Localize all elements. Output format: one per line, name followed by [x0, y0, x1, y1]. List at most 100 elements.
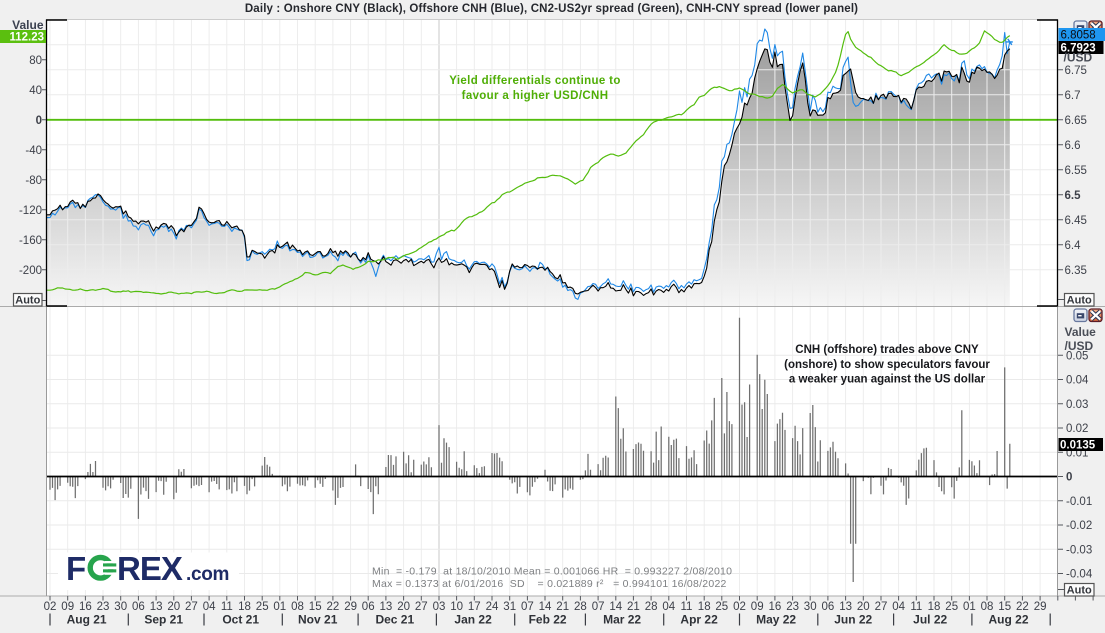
svg-text:02: 02 — [733, 601, 746, 613]
svg-text:0: 0 — [1066, 472, 1072, 484]
svg-text:Value: Value — [12, 18, 44, 32]
svg-text:-120: -120 — [19, 205, 42, 217]
svg-text:favour a higher USD/CNH: favour a higher USD/CNH — [462, 90, 609, 102]
svg-text:6.75: 6.75 — [1065, 65, 1087, 77]
svg-text:27: 27 — [415, 601, 428, 613]
svg-text:Dec 21: Dec 21 — [375, 613, 414, 627]
svg-text:07: 07 — [521, 601, 534, 613]
svg-text:Min = -0.179 at 18/10/2010 M: Min = -0.179 at 18/10/2010 Mean = 0.0010… — [372, 566, 732, 578]
svg-text:Yield differentials continue t: Yield differentials continue to — [449, 75, 620, 87]
svg-text:Jul 22: Jul 22 — [913, 613, 947, 627]
svg-text:24: 24 — [486, 601, 499, 613]
svg-text:31: 31 — [503, 601, 516, 613]
svg-text:Auto: Auto — [1067, 585, 1092, 597]
svg-text:6.65: 6.65 — [1065, 115, 1087, 127]
svg-text:a weaker yuan against the US d: a weaker yuan against the US dollar — [789, 374, 986, 386]
svg-text:40: 40 — [29, 85, 42, 97]
svg-text:27: 27 — [185, 601, 198, 613]
svg-text:-0.01: -0.01 — [1066, 496, 1092, 508]
svg-text:25: 25 — [256, 601, 269, 613]
svg-text:25: 25 — [945, 601, 958, 613]
svg-text:-0.04: -0.04 — [1066, 569, 1093, 581]
svg-text:23: 23 — [786, 601, 799, 613]
svg-text:6.45: 6.45 — [1065, 215, 1087, 227]
svg-text:Daily : Onshore CNY (Black), O: Daily : Onshore CNY (Black), Offshore CN… — [245, 3, 858, 15]
svg-text:25: 25 — [715, 601, 728, 613]
svg-text:20: 20 — [167, 601, 180, 613]
svg-text:Nov 21: Nov 21 — [298, 613, 338, 627]
svg-text:Jan 22: Jan 22 — [454, 613, 492, 627]
svg-text:-0.02: -0.02 — [1066, 520, 1092, 532]
svg-text:6.4: 6.4 — [1065, 240, 1082, 252]
svg-text:09: 09 — [751, 601, 764, 613]
svg-text:18: 18 — [238, 601, 251, 613]
svg-text:Feb 22: Feb 22 — [529, 613, 567, 627]
svg-text:Auto: Auto — [1067, 295, 1092, 307]
svg-text:CNH (offshore) trades above CN: CNH (offshore) trades above CNY — [795, 344, 979, 356]
svg-text:27: 27 — [875, 601, 888, 613]
svg-text:Apr 22: Apr 22 — [680, 613, 718, 627]
svg-text:-80: -80 — [25, 175, 42, 187]
svg-text:11: 11 — [221, 601, 233, 613]
svg-text:0.02: 0.02 — [1066, 423, 1088, 435]
svg-text:May 22: May 22 — [756, 613, 796, 627]
svg-text:6.35: 6.35 — [1065, 265, 1087, 277]
svg-text:21: 21 — [556, 601, 569, 613]
svg-text:0: 0 — [36, 115, 42, 127]
svg-text:80: 80 — [29, 55, 42, 67]
svg-text:01: 01 — [963, 601, 976, 613]
svg-text:.com: .com — [186, 564, 229, 585]
svg-text:01: 01 — [273, 601, 286, 613]
svg-text:14: 14 — [609, 601, 622, 613]
svg-text:Oct 21: Oct 21 — [222, 613, 259, 627]
svg-text:03: 03 — [433, 601, 446, 613]
svg-text:22: 22 — [327, 601, 340, 613]
svg-text:REX: REX — [117, 550, 183, 587]
svg-text:Value: Value — [1065, 325, 1097, 339]
svg-text:06: 06 — [362, 601, 375, 613]
svg-text:22: 22 — [1016, 601, 1029, 613]
svg-text:15: 15 — [998, 601, 1011, 613]
svg-text:6.6: 6.6 — [1065, 140, 1081, 152]
svg-text:11: 11 — [681, 601, 693, 613]
svg-text:0.04: 0.04 — [1066, 375, 1089, 387]
svg-text:28: 28 — [574, 601, 587, 613]
svg-text:Sep 21: Sep 21 — [144, 613, 183, 627]
svg-text:18: 18 — [698, 601, 711, 613]
svg-text:23: 23 — [97, 601, 110, 613]
svg-text:6.55: 6.55 — [1065, 165, 1087, 177]
svg-text:Aug 22: Aug 22 — [988, 613, 1028, 627]
svg-text:0.05: 0.05 — [1066, 350, 1088, 362]
svg-text:04: 04 — [662, 601, 675, 613]
svg-text:08: 08 — [981, 601, 994, 613]
svg-text:13: 13 — [839, 601, 852, 613]
svg-text:Aug 21: Aug 21 — [67, 613, 107, 627]
svg-text:F: F — [66, 550, 85, 587]
svg-text:29: 29 — [344, 601, 357, 613]
svg-text:29: 29 — [1034, 601, 1047, 613]
svg-text:-0.03: -0.03 — [1066, 544, 1092, 556]
svg-text:6.7: 6.7 — [1065, 90, 1081, 102]
svg-text:112.23: 112.23 — [9, 32, 44, 44]
svg-text:-40: -40 — [25, 145, 42, 157]
svg-text:30: 30 — [114, 601, 127, 613]
svg-text:28: 28 — [645, 601, 658, 613]
svg-text:Max = 0.1373 at 6/01/2016 SD: Max = 0.1373 at 6/01/2016 SD = 0.021889 … — [372, 578, 727, 590]
svg-text:08: 08 — [291, 601, 304, 613]
svg-text:-200: -200 — [19, 265, 42, 277]
svg-text:Auto: Auto — [15, 295, 40, 307]
svg-text:20: 20 — [397, 601, 410, 613]
svg-text:04: 04 — [203, 601, 216, 613]
svg-text:Mar 22: Mar 22 — [603, 613, 641, 627]
svg-text:-160: -160 — [19, 235, 42, 247]
svg-text:/USD: /USD — [1064, 51, 1093, 65]
svg-text:14: 14 — [539, 601, 552, 613]
svg-text:11: 11 — [910, 601, 922, 613]
svg-text:13: 13 — [380, 601, 393, 613]
svg-text:0.03: 0.03 — [1066, 399, 1088, 411]
svg-text:04: 04 — [892, 601, 905, 613]
svg-text:06: 06 — [822, 601, 835, 613]
svg-text:07: 07 — [592, 601, 605, 613]
svg-text:02: 02 — [44, 601, 57, 613]
svg-text:16: 16 — [769, 601, 782, 613]
